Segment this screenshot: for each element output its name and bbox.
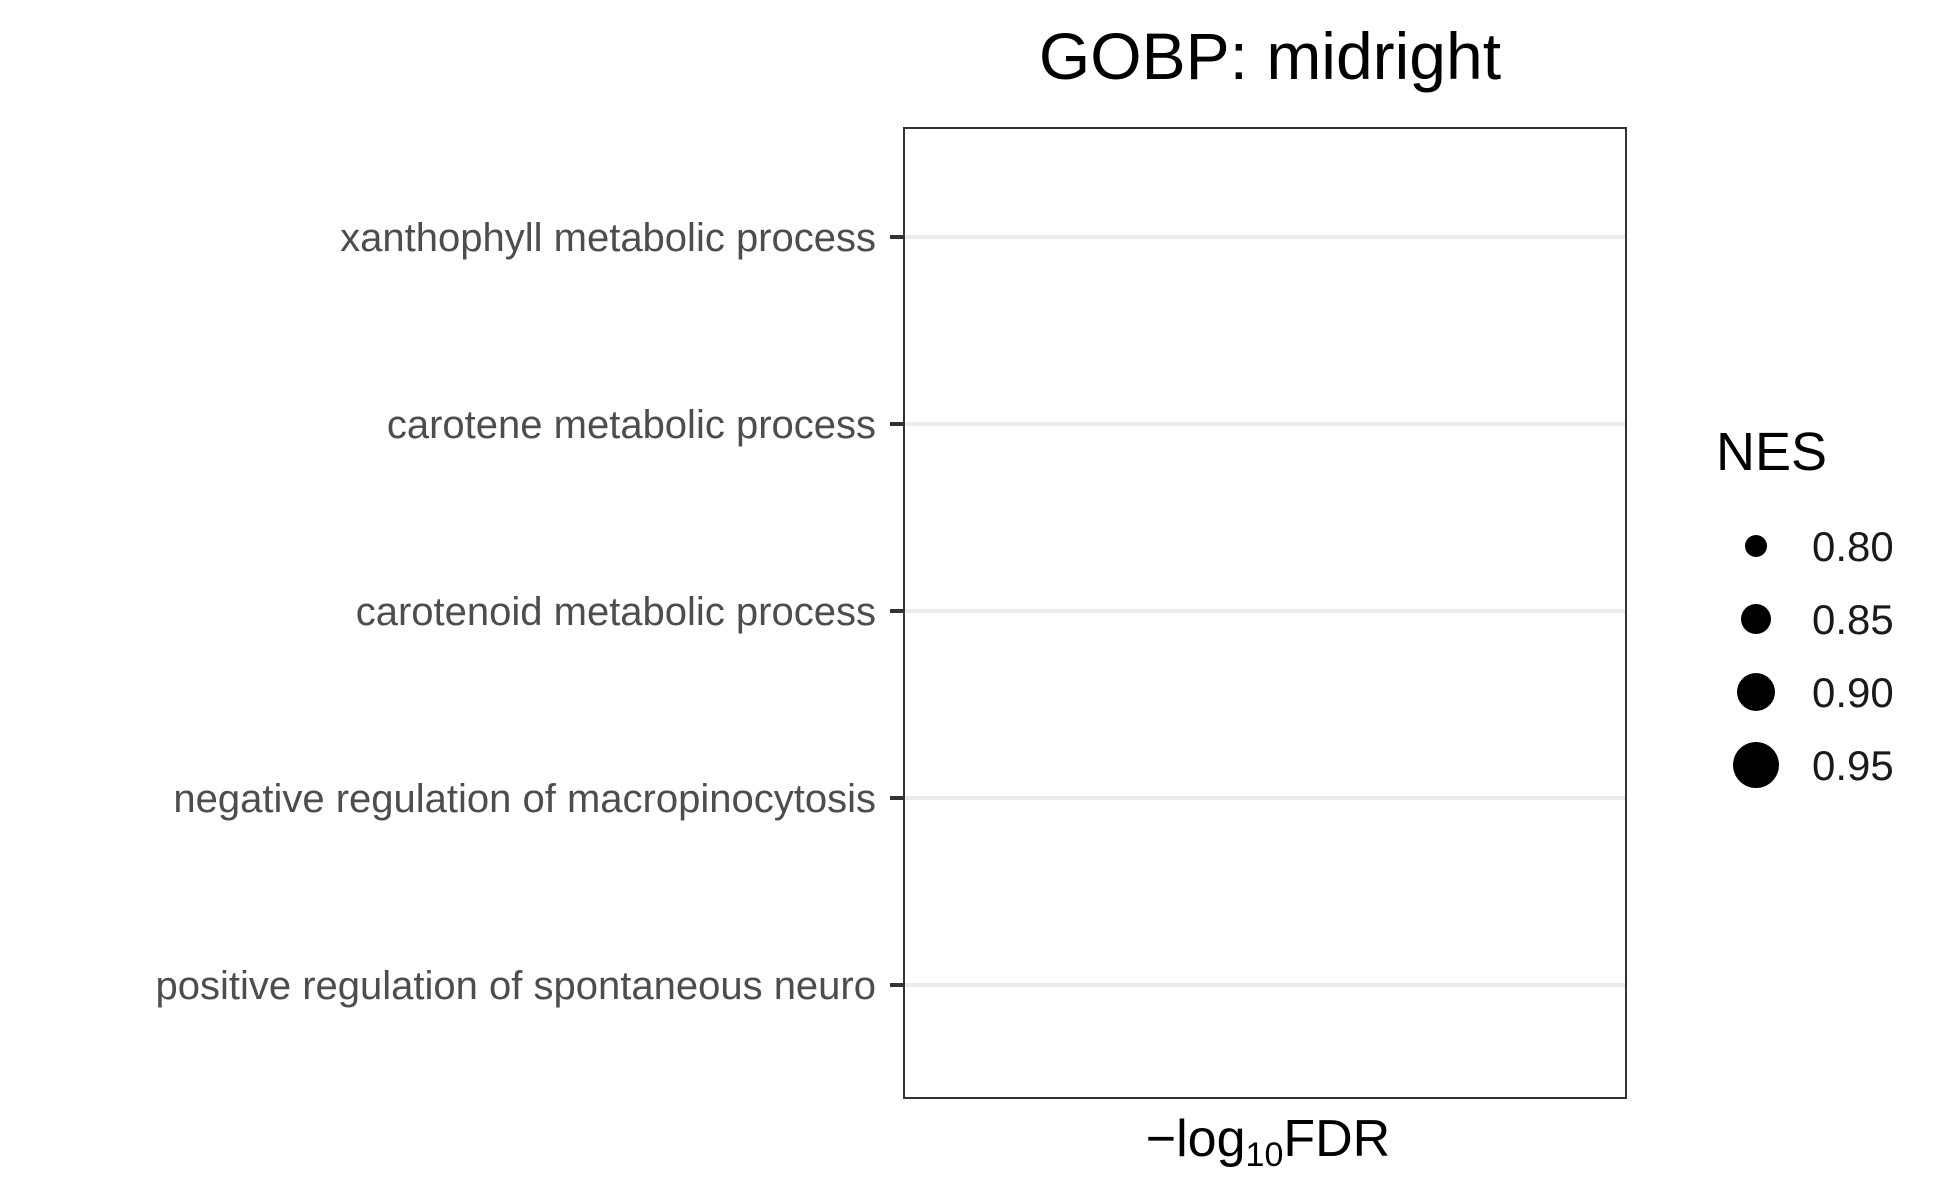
legend-key-circle <box>1737 673 1775 711</box>
legend-entry-label: 0.80 <box>1812 523 1894 570</box>
y-tick-label: negative regulation of macropinocytosis <box>173 777 876 821</box>
x-axis-label-suffix: FDR <box>1283 1110 1390 1168</box>
legend: NES 0.80 0.85 0.90 0.95 <box>1716 422 1894 789</box>
legend-entry-label: 0.85 <box>1812 596 1894 643</box>
grid-lines <box>905 235 1625 987</box>
y-tick-label: carotene metabolic process <box>387 403 876 447</box>
legend-key-circle <box>1733 742 1779 788</box>
x-axis-label-subscript: 10 <box>1246 1136 1284 1174</box>
legend-entry-label: 0.95 <box>1812 742 1894 789</box>
legend-entry-label: 0.90 <box>1812 669 1894 716</box>
x-axis-label: −log10FDR <box>1146 1110 1390 1174</box>
y-tick-label: carotenoid metabolic process <box>356 590 876 634</box>
legend-entries: 0.80 0.85 0.90 0.95 <box>1733 523 1894 789</box>
y-tick-label: positive regulation of spontaneous neuro <box>155 964 876 1008</box>
y-tick-label: xanthophyll metabolic process <box>340 216 876 260</box>
plot-panel-border <box>903 127 1627 1099</box>
y-axis-ticks: xanthophyll metabolic process carotene me… <box>155 216 904 1008</box>
x-axis-label-prefix: −log <box>1146 1110 1246 1168</box>
chart-title: GOBP: midright <box>1039 19 1501 93</box>
legend-key-circle <box>1745 535 1767 557</box>
legend-title: NES <box>1716 422 1827 482</box>
legend-key-circle <box>1741 604 1771 634</box>
